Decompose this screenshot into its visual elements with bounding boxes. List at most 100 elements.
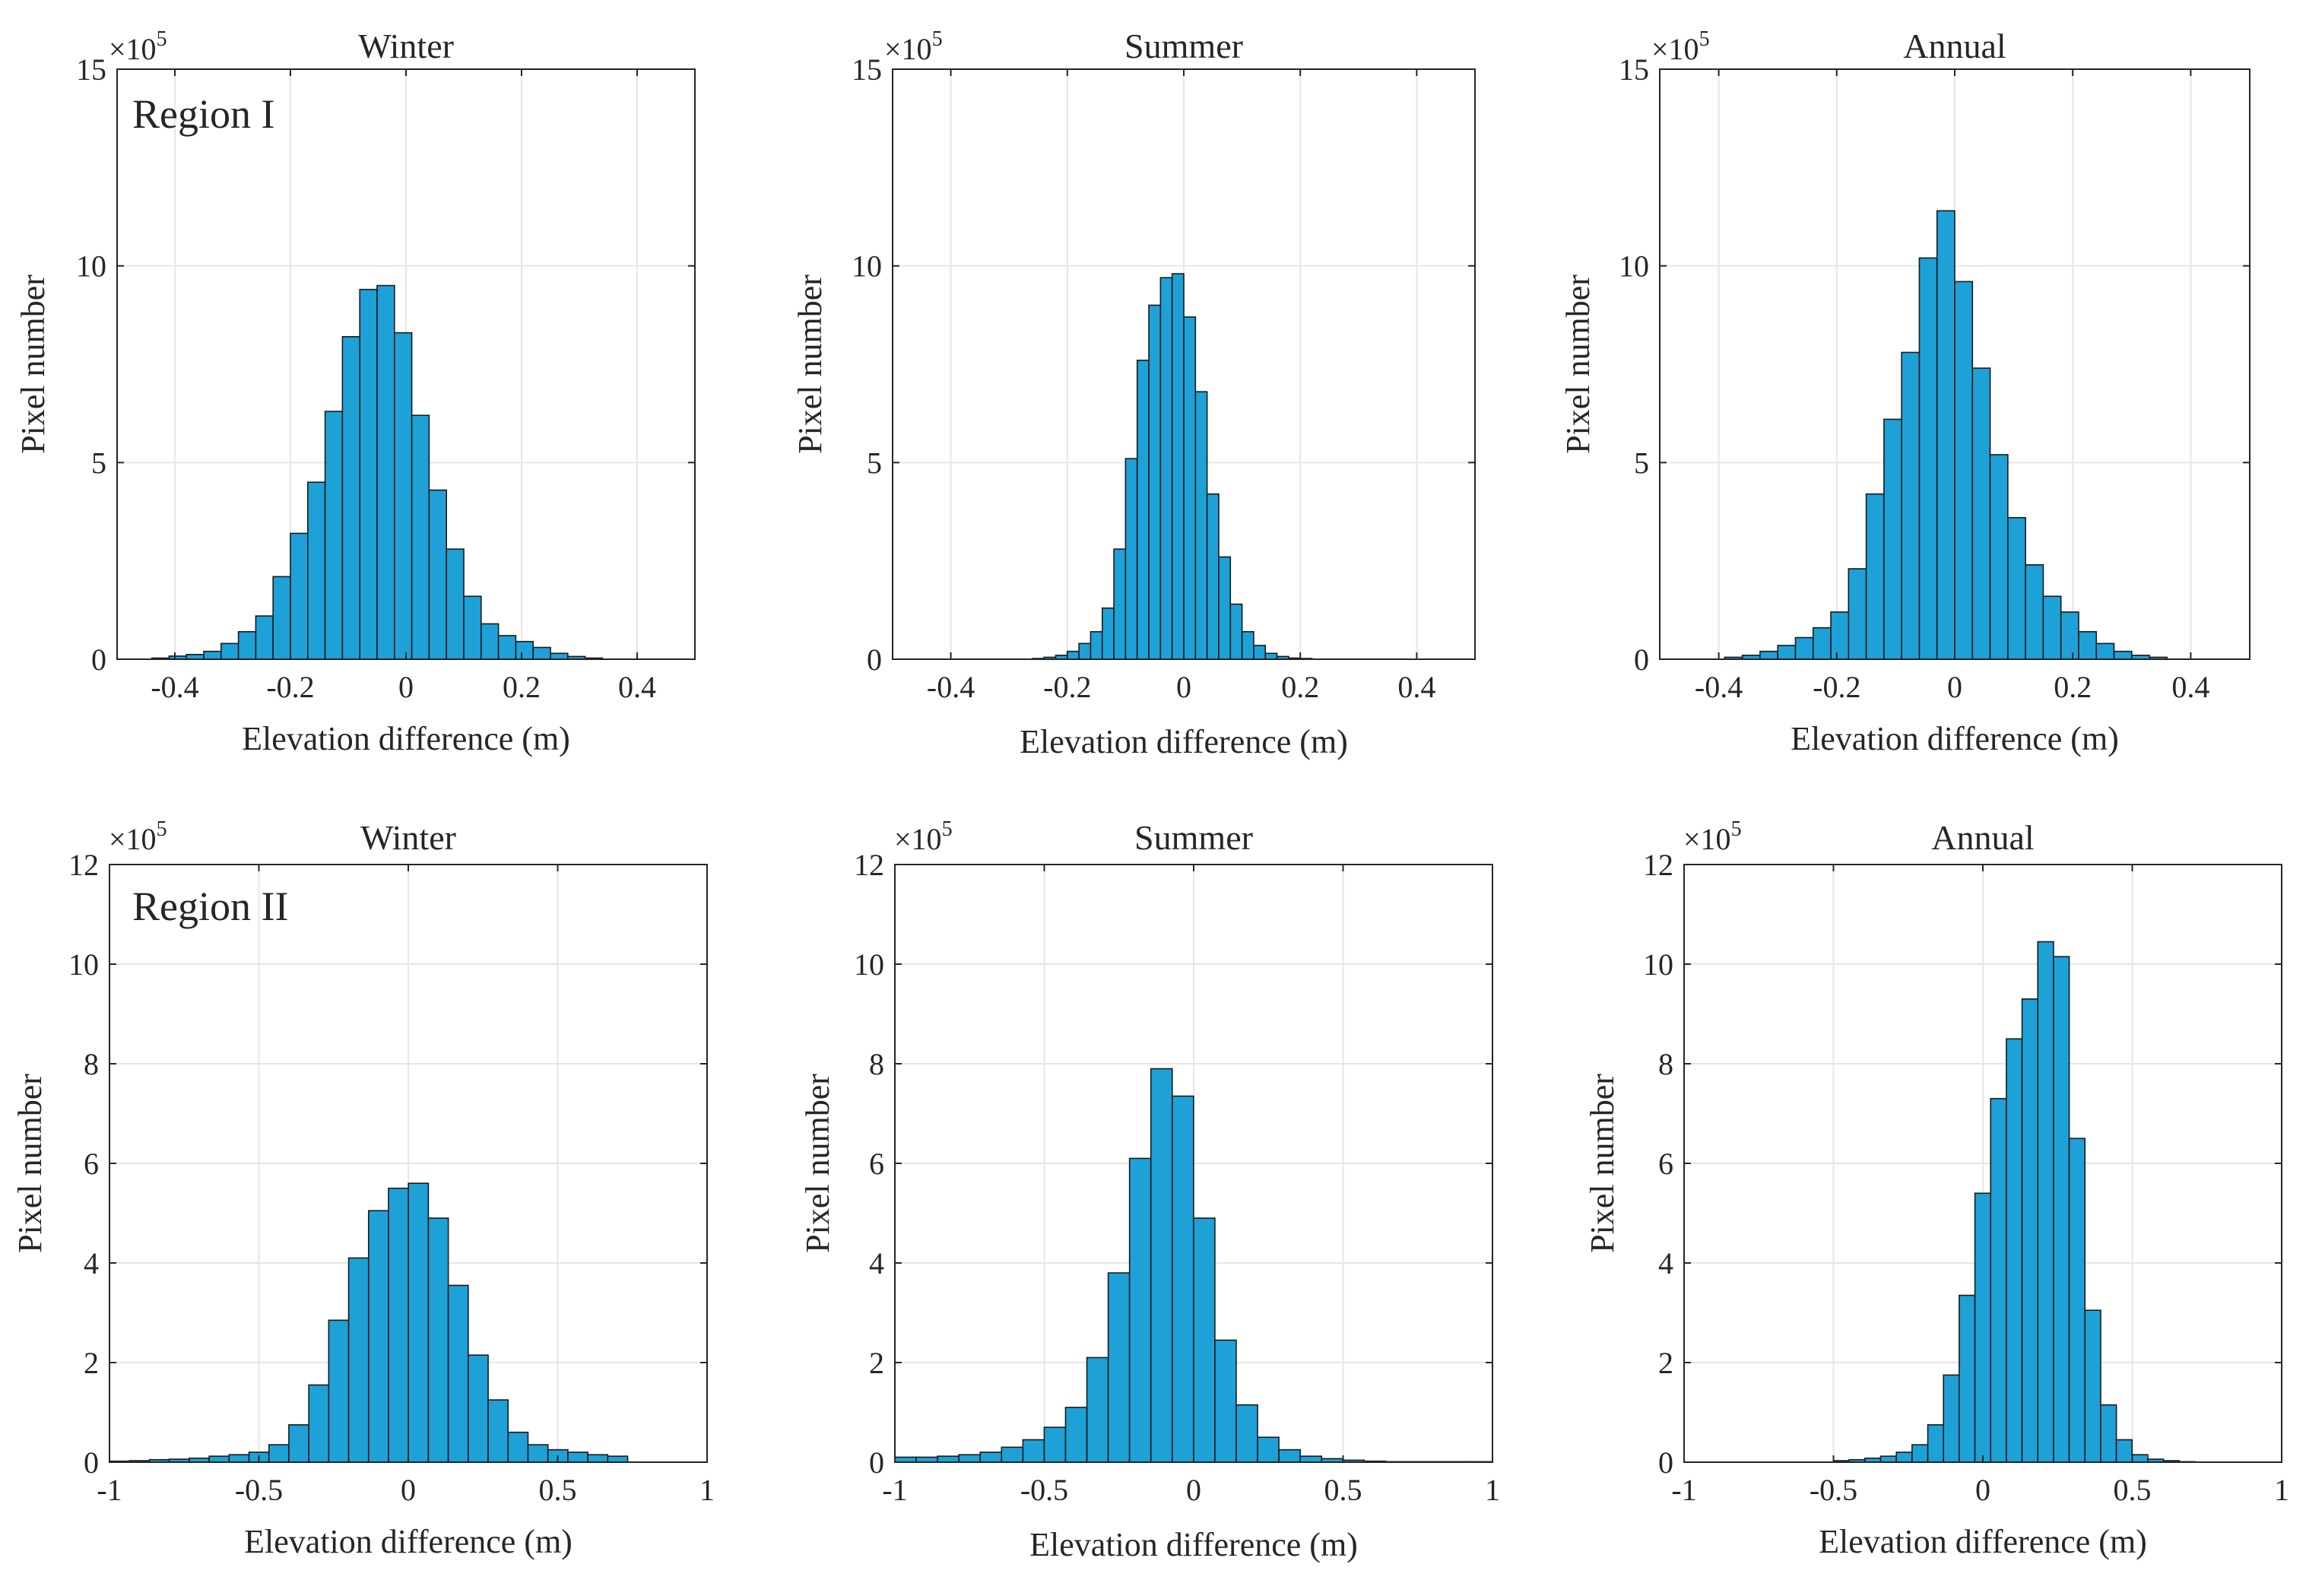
- histogram-bar: [2042, 595, 2062, 660]
- histogram-bar: [1253, 645, 1267, 660]
- histogram-bar: [411, 414, 430, 660]
- histogram-bar: [1895, 1452, 1913, 1463]
- histogram-bar: [1124, 458, 1138, 660]
- x-tick-label: 1: [2274, 1473, 2289, 1507]
- histogram-bar: [255, 615, 274, 660]
- x-tick-label: 1: [699, 1473, 715, 1507]
- histogram-bar: [2053, 956, 2070, 1463]
- x-tick-label: 0: [1947, 670, 1962, 704]
- histogram-bar: [1959, 1294, 1976, 1463]
- histogram-bar: [347, 1257, 370, 1463]
- histogram-bar: [1989, 454, 2009, 660]
- histogram-bar: [1107, 1272, 1131, 1463]
- y-tick-label: 15: [852, 52, 882, 87]
- histogram-bar: [268, 1444, 290, 1463]
- y-exponent-label: ×105: [109, 27, 167, 66]
- histogram-bar: [2078, 630, 2098, 660]
- histogram-bar: [1971, 367, 1991, 660]
- panel-title: Winter: [360, 818, 456, 857]
- y-tick-label: 0: [1634, 643, 1649, 677]
- y-tick-label: 10: [854, 947, 884, 982]
- histogram-bar: [2068, 1138, 2086, 1463]
- y-exponent-label: ×105: [884, 27, 943, 66]
- histogram-bar: [290, 532, 309, 660]
- histogram-bar: [507, 1431, 529, 1463]
- histogram-bar: [2084, 1309, 2101, 1463]
- panel-region-1-winter: -0.4 -0.2 0 0.2 0.4 0 5 10 15 Winter ×105 Region…: [14, 27, 696, 757]
- histogram-bar: [1150, 1068, 1173, 1463]
- histogram-bar: [2113, 650, 2133, 660]
- y-tick-label: 0: [1658, 1445, 1673, 1480]
- histogram-bar: [1241, 630, 1255, 660]
- histogram-bar: [367, 1210, 389, 1463]
- x-tick-label: -0.4: [1695, 670, 1743, 704]
- y-tick-label: 5: [867, 446, 882, 480]
- histogram-bar: [1078, 643, 1092, 660]
- histogram-bar: [1865, 493, 1885, 660]
- y-exponent-label: ×105: [1683, 817, 1742, 856]
- histogram-bar: [1278, 1448, 1301, 1463]
- histogram-bar: [1086, 1356, 1109, 1463]
- histogram-bar: [2021, 998, 2039, 1463]
- y-tick-label: 2: [869, 1346, 884, 1380]
- y-tick-label: 15: [1619, 52, 1649, 87]
- x-tick-label: -0.2: [1813, 670, 1860, 704]
- y-tick-label: 12: [1643, 848, 1673, 882]
- x-tick-label: 0.2: [503, 670, 541, 704]
- histogram-bar: [1206, 493, 1220, 660]
- histogram-bar: [393, 332, 413, 660]
- x-axis-label: Elevation difference (m): [1020, 723, 1348, 760]
- histogram-bar: [1777, 645, 1797, 660]
- histogram-bar: [428, 489, 448, 660]
- histogram-bar: [359, 288, 378, 660]
- histogram-bar: [308, 1384, 330, 1463]
- region-label: Region II: [132, 884, 288, 929]
- histogram-bar: [341, 335, 360, 660]
- x-tick-label: -0.5: [1810, 1473, 1857, 1507]
- histogram-bar: [1812, 627, 1832, 660]
- y-tick-label: 6: [84, 1147, 99, 1181]
- histogram-bar: [550, 652, 569, 660]
- x-tick-label: 0.2: [1281, 670, 1319, 704]
- histogram-bar: [607, 1455, 629, 1463]
- histogram-bar: [1113, 548, 1127, 660]
- histogram-bar: [1901, 351, 1921, 660]
- histogram-bar: [497, 635, 517, 660]
- y-tick-label: 10: [852, 249, 882, 284]
- x-tick-label: -0.4: [151, 670, 198, 704]
- y-tick-label: 5: [91, 446, 106, 480]
- panel-title: Annual: [1931, 818, 2034, 857]
- histogram-bar: [1067, 650, 1080, 660]
- histogram-bar: [1171, 273, 1185, 660]
- histogram-bar: [1148, 304, 1162, 660]
- y-tick-label: 0: [867, 643, 882, 677]
- histogram-bar: [228, 1454, 250, 1463]
- histogram-bar: [220, 643, 239, 660]
- histogram-bar: [1264, 652, 1278, 660]
- histogram-bar: [587, 1454, 609, 1463]
- histogram-bar: [1229, 603, 1243, 660]
- histogram-bar: [2060, 611, 2079, 660]
- x-tick-label: -1: [1671, 1473, 1696, 1507]
- histogram-bar: [208, 1455, 230, 1463]
- y-axis-label: Pixel number: [799, 1074, 836, 1253]
- histogram-bar: [1193, 1217, 1216, 1463]
- histogram-bar: [480, 623, 500, 660]
- histogram-bar: [1936, 210, 1956, 660]
- histogram-bar: [1911, 1444, 1929, 1463]
- histogram-bar: [1064, 1407, 1088, 1463]
- x-tick-label: 0.4: [2171, 670, 2209, 704]
- histogram-bar: [1883, 418, 1902, 660]
- x-tick-label: 0.5: [1324, 1473, 1362, 1507]
- histogram-bar: [2006, 1038, 2023, 1463]
- y-axis-label: Pixel number: [14, 274, 52, 454]
- y-tick-label: 12: [68, 848, 99, 882]
- histogram-bar: [376, 284, 395, 660]
- x-tick-label: -0.5: [235, 1473, 283, 1507]
- histogram-bar: [958, 1454, 982, 1463]
- y-tick-label: 2: [84, 1346, 99, 1380]
